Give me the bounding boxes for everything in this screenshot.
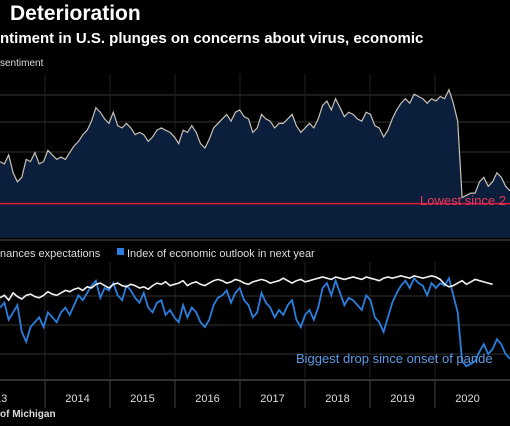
legend-item-economic-outlook: Index of economic outlook in next year (127, 248, 315, 260)
source-note: of Michigan (0, 409, 56, 420)
x-tick-label: 2019 (390, 393, 414, 405)
chart-subtitle: ntiment in U.S. plunges on concerns abou… (0, 30, 424, 47)
x-tick-label: 2017 (260, 393, 284, 405)
x-tick-label: 2020 (455, 393, 479, 405)
top-panel-label: sentiment (0, 58, 44, 69)
x-tick-label: 2015 (130, 393, 154, 405)
economic-outlook-line (0, 275, 510, 368)
x-tick-label: 2014 (65, 393, 89, 405)
legend-item-personal-finances: nances expectations (0, 248, 101, 260)
legend-swatch-economic-outlook (117, 248, 124, 255)
top-panel: Lowest since 2 (0, 74, 510, 241)
chart-title: Deterioration (10, 2, 141, 25)
bottom-annotation: Biggest drop since onset of pande (296, 351, 493, 366)
x-tick-label: 2013 (0, 393, 7, 405)
top-annotation: Lowest since 2 (420, 193, 506, 208)
x-axis: 2013 2014 2015 2016 2017 2018 2019 2020 (0, 379, 510, 408)
sentiment-line (0, 88, 510, 199)
x-tick-label: 2016 (195, 393, 219, 405)
sentiment-area (0, 89, 510, 238)
x-tick-label: 2018 (325, 393, 349, 405)
bottom-panel: nances expectations Index of economic out… (0, 248, 510, 378)
personal-finances-line (0, 274, 493, 302)
